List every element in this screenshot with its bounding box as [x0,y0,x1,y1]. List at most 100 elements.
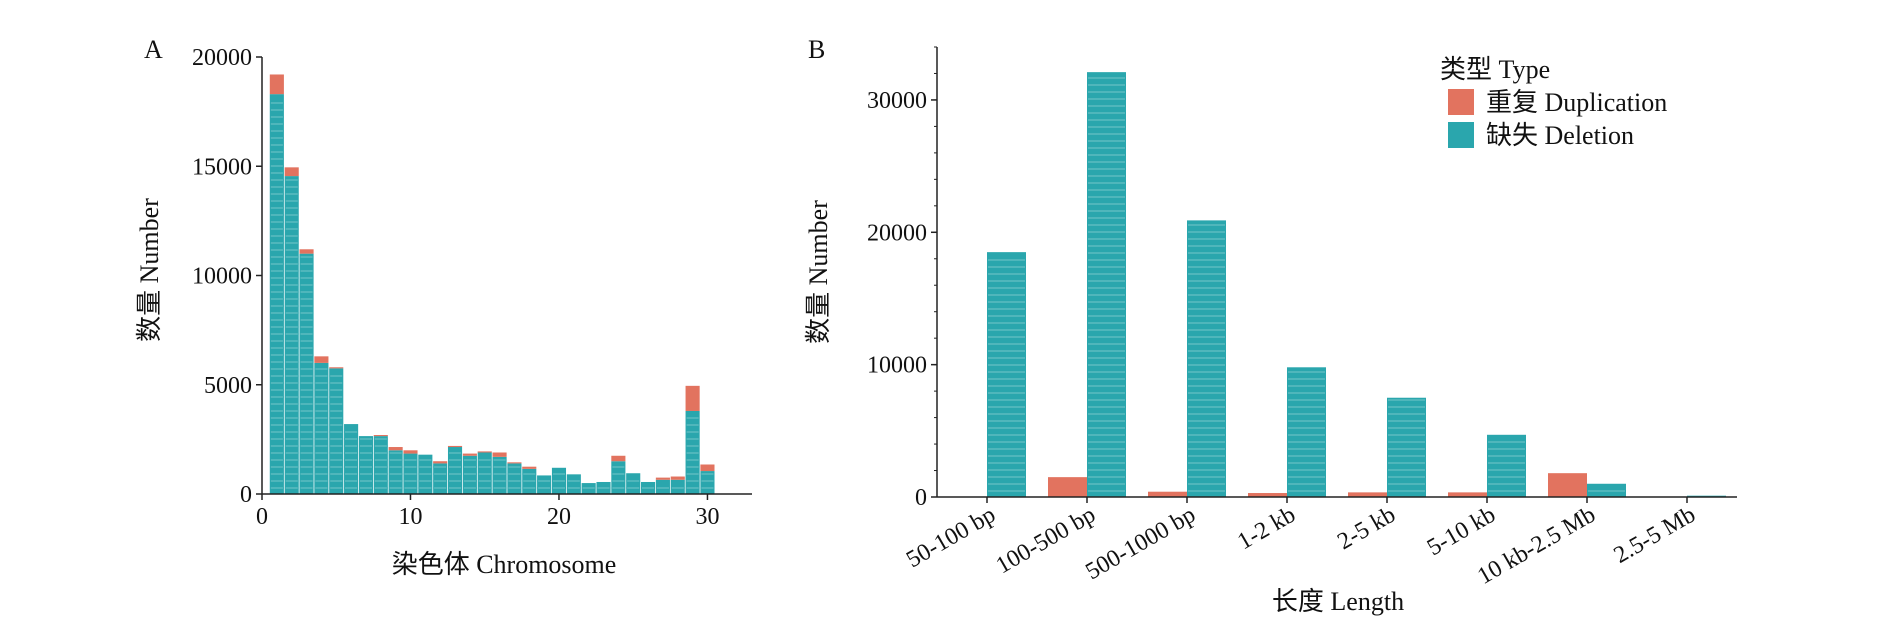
legend-title: 类型 Type [1440,55,1550,84]
panel-b-y-axis-label: 数量 Number [804,200,833,344]
panel-b-bar-deletion [1587,483,1626,497]
panel-a-bar-deletion [611,461,626,494]
panel-b-x-tick-label: 2.5-5 Mb [1610,502,1700,569]
panel-a-bar-duplication [269,74,284,95]
panel-b-bar-deletion [1287,367,1326,497]
legend-swatch-deletion [1448,122,1474,148]
panel-a-x-tick-label: 30 [695,504,719,530]
panel-a-bar-duplication [403,450,418,454]
panel-b-y-tick-label: 20000 [867,220,927,246]
panel-a-y-tick-label: 20000 [192,45,252,71]
panel-a-bar-duplication [492,452,507,457]
panel-b-bar-duplication [1548,473,1587,497]
panel-a-bar-deletion [566,474,581,494]
panel-b-y-tick-label: 10000 [867,353,927,379]
panel-a-bar-deletion [418,454,433,494]
panel-a-bar-deletion [522,468,537,494]
panel-a-y-tick-label: 15000 [192,154,252,180]
panel-a-letter: A [144,35,163,64]
panel-b-x-tick-label: 5-10 kb [1423,502,1500,562]
panel-b-bar-deletion [1087,72,1126,497]
panel-b-bar-deletion [987,252,1026,497]
panel-b-bar-duplication [1248,493,1287,497]
panel-a-bar-deletion [329,368,344,494]
panel-a-bar-duplication [433,461,448,464]
panel-a-x-tick-label: 20 [547,504,571,530]
panel-b-bar-duplication [1048,477,1087,497]
panel-b-letter: B [808,35,825,64]
panel-a-bar-deletion [685,410,700,494]
panel-a-axes: 0 5000 10000 15000 20000 0 10 20 30 [192,45,752,530]
panel-a-x-tick-label: 10 [398,504,422,530]
panel-a-bar-deletion [373,436,388,494]
panel-a-bar-deletion [507,463,522,494]
panel-a-bar-deletion [492,456,507,494]
panel-b-x-tick-label: 500-1000 bp [1081,502,1200,586]
panel-a-bar-deletion [537,475,552,494]
panel-a-bar-duplication [700,464,715,472]
panel-a-bar-duplication [522,466,537,469]
panel-a-bar-duplication [388,447,403,451]
panel-a-bar-deletion [700,471,715,494]
panel-a-bar-deletion [447,447,463,494]
panel-b-x-tick-label: 1-2 kb [1233,502,1300,556]
panel-a-y-tick-label: 0 [240,482,252,508]
panel-a-y-tick-label: 5000 [204,373,252,399]
legend-swatch-duplication [1448,89,1474,115]
panel-a-bar-duplication [685,385,700,411]
panel-a-bar-deletion [626,473,641,494]
panel-b-bar-deletion [1187,220,1226,497]
panel-b-bar-deletion [1487,434,1526,497]
panel-a-bar-deletion [551,467,567,494]
panel-a-bar-deletion [433,463,448,494]
panel-b-y-tick-label: 0 [915,485,927,511]
panel-a-bar-duplication [373,435,388,437]
panel-a-bar-duplication [284,167,299,177]
panel-b-x-axis-label: 长度 Length [1272,587,1404,616]
panel-b-bar-duplication [1348,492,1387,497]
panel-a-bar-deletion [596,481,611,494]
panel-a-bar-duplication [477,451,492,453]
panel-a-bar-duplication [462,453,477,456]
legend: 类型 Type 重复 Duplication 缺失 Deletion [1440,55,1667,150]
panel-a-bar-deletion [477,452,492,494]
panel-a-bar-duplication [655,477,670,480]
panel-a-y-axis-label: 数量 Number [135,198,164,342]
panel-a-bar-deletion [670,479,685,494]
panel-b-bar-duplication [1448,492,1487,497]
panel-a-bar-deletion [462,455,477,494]
panel-a-bar-duplication [314,356,329,363]
panel-a-x-axis-label: 染色体 Chromosome [392,550,617,579]
panel-a-bar-duplication [507,462,522,464]
panel-b-x-tick-label: 2-5 kb [1333,502,1400,556]
panel-a-bar-deletion [269,94,284,495]
panel-a-bar-deletion [581,483,596,494]
panel-a-x-tick-label: 0 [256,504,268,530]
panel-a-bar-duplication [611,455,626,462]
panel-a-bar-duplication [670,476,685,480]
panel-a-bar-deletion [344,424,359,494]
panel-a-bar-duplication [299,249,314,254]
panel-a-bars [269,74,715,495]
panel-a-bar-deletion [655,479,670,494]
panel-a-chart: A 0 5000 10000 15000 20000 0 10 20 30 染色体 Chromo… [135,35,752,579]
panel-b-bar-deletion [1387,397,1426,497]
panel-b-x-tick-label: 50-100 bp [902,502,1000,574]
panel-a-bar-deletion [314,362,329,494]
panel-a-bar-deletion [403,453,418,494]
panel-a-bar-deletion [299,253,314,494]
panel-a-bar-duplication [329,367,344,369]
panel-a-bar-deletion [284,176,299,494]
panel-a-bar-deletion [388,450,403,494]
legend-label-duplication: 重复 Duplication [1486,88,1667,117]
panel-a-bar-deletion [641,481,656,494]
panel-b-y-tick-label: 30000 [867,88,927,114]
panel-b-bar-duplication [1148,491,1187,497]
panel-a-bar-duplication [447,445,463,448]
panel-a-bar-deletion [358,436,373,494]
legend-label-deletion: 缺失 Deletion [1486,121,1634,150]
panel-b-bars [987,72,1726,497]
panel-a-y-tick-label: 10000 [192,264,252,290]
